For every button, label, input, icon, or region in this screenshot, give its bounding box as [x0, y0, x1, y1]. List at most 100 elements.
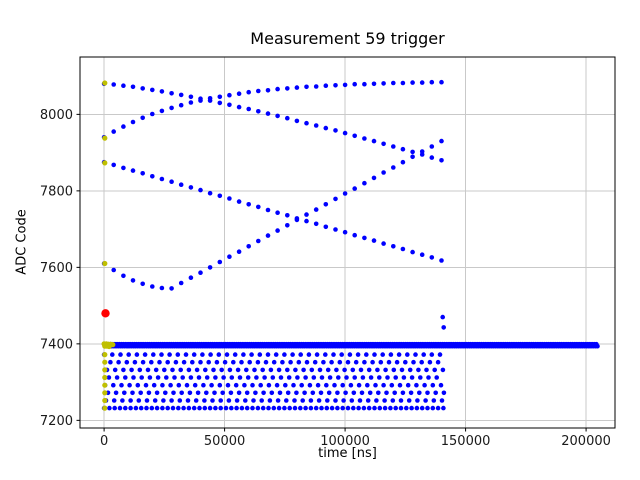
comb-row-7292-point [143, 382, 149, 388]
comb-row-7352-point [280, 359, 285, 365]
comb-row-7312-point [319, 375, 325, 380]
trace-upper-ascending-point [285, 86, 290, 91]
comb-row-7272-point [335, 390, 340, 396]
trace-mid-descending-point [371, 238, 377, 243]
comb-row-7272-point [244, 390, 250, 396]
comb-row-7252-point [415, 398, 420, 403]
comb-row-7292-point [381, 382, 386, 388]
stray-samples-point [440, 314, 446, 320]
comb-row-7232-point [218, 405, 223, 411]
comb-row-7232-point [144, 405, 149, 411]
comb-row-7232-point [107, 405, 112, 411]
comb-row-7372-point [413, 352, 418, 357]
y-tick-label: 7800 [40, 184, 73, 199]
comb-row-7372-point [151, 352, 156, 357]
trace-mid-ascending-point [304, 212, 309, 217]
trace-upper-descending-point [255, 109, 261, 114]
comb-row-7332-point [203, 367, 208, 373]
x-tick-label: 150000 [441, 434, 491, 449]
trace-mid-descending-point [313, 221, 319, 227]
comb-row-7272-point [130, 390, 135, 396]
comb-row-7232-point [313, 405, 319, 411]
comb-row-7292-point [274, 382, 280, 388]
trace-upper-descending-point [294, 118, 300, 124]
trace-mid-descending-point [352, 232, 358, 238]
comb-row-7372-point [323, 352, 328, 357]
comb-row-7352-point [132, 359, 138, 365]
comb-row-7232-point [176, 405, 181, 411]
comb-row-7272-point [228, 390, 234, 396]
comb-row-7272-point [376, 390, 381, 396]
comb-row-7232-point [404, 405, 409, 411]
comb-row-7272-point [171, 390, 176, 396]
comb-row-7232-point [282, 405, 287, 411]
comb-row-7372-point [118, 352, 123, 357]
trace-mid-descending-point [188, 185, 194, 190]
comb-row-7312-point [188, 375, 194, 380]
comb-row-7352-point [403, 359, 408, 365]
comb-row-7372-point [167, 352, 172, 357]
trace-upper-ascending-point [381, 81, 386, 86]
comb-row-7352-point [140, 359, 146, 365]
comb-row-7232-point [255, 405, 261, 411]
comb-row-7252-point [210, 398, 215, 403]
trace-mid-ascending-point [140, 281, 145, 287]
comb-row-7332-point [416, 367, 421, 373]
comb-row-7272-point [269, 390, 275, 396]
trace-mid-descending-point [400, 246, 406, 252]
comb-row-7332-point [235, 367, 241, 373]
t0-samples-point [102, 359, 108, 365]
comb-row-7272-point [326, 390, 332, 396]
comb-row-7272-point [220, 390, 225, 396]
trace-mid-descending-point [429, 255, 435, 260]
trace-mid-ascending-point [188, 275, 194, 281]
t0-samples-point [102, 397, 108, 404]
comb-row-7232-point [298, 405, 303, 411]
trace-upper-descending-point [111, 82, 116, 87]
comb-row-7292-point [405, 382, 411, 388]
trace-upper-descending-point [188, 94, 194, 100]
comb-row-7292-point [365, 382, 370, 388]
comb-row-7312-point [311, 375, 317, 380]
trace-mid-ascending-point [352, 186, 358, 191]
trace-upper-descending-point [371, 138, 377, 144]
t0-samples-point [102, 80, 108, 86]
comb-row-7292-point [332, 382, 337, 388]
trace-mid-descending-point [111, 162, 116, 168]
comb-row-7272-point [204, 390, 209, 396]
comb-row-7332-point [252, 367, 257, 373]
comb-row-7272-point [179, 390, 184, 396]
trace-mid-descending-point [265, 207, 271, 213]
trace-mid-ascending-point [419, 149, 425, 154]
trace-upper-descending-point [429, 155, 435, 160]
comb-row-7332-point [219, 367, 224, 373]
comb-row-7312-point [368, 375, 374, 380]
comb-row-7352-point [296, 359, 302, 365]
trace-mid-descending-point [285, 213, 290, 218]
comb-row-7352-point [337, 359, 343, 365]
comb-row-7272-point [294, 390, 299, 396]
comb-row-7272-point [285, 390, 291, 396]
comb-row-7272-point [146, 390, 152, 396]
trace-mid-descending-point [159, 176, 165, 182]
trace-mid-descending-point [304, 218, 309, 224]
comb-row-7372-point [183, 352, 189, 357]
comb-row-7252-point [169, 398, 174, 403]
comb-row-7372-point [126, 352, 131, 357]
t0-samples-point [102, 367, 108, 373]
comb-row-7232-point [345, 405, 351, 411]
comb-row-7352-point [435, 359, 441, 365]
comb-row-7312-point [360, 375, 366, 380]
comb-row-7232-point [202, 405, 208, 411]
trace-upper-descending-point [352, 133, 358, 139]
trace-upper-ascending-point [333, 83, 338, 88]
trace-mid-ascending-point [400, 159, 406, 165]
comb-row-7252-point [128, 398, 133, 403]
comb-row-7232-point [356, 405, 361, 411]
comb-row-7272-point [302, 390, 307, 396]
trace-upper-descending-point [285, 115, 290, 121]
comb-row-7232-point [414, 405, 420, 411]
comb-row-7372-point [175, 352, 181, 357]
comb-row-7232-point [266, 405, 271, 411]
comb-row-7232-point [329, 405, 335, 411]
